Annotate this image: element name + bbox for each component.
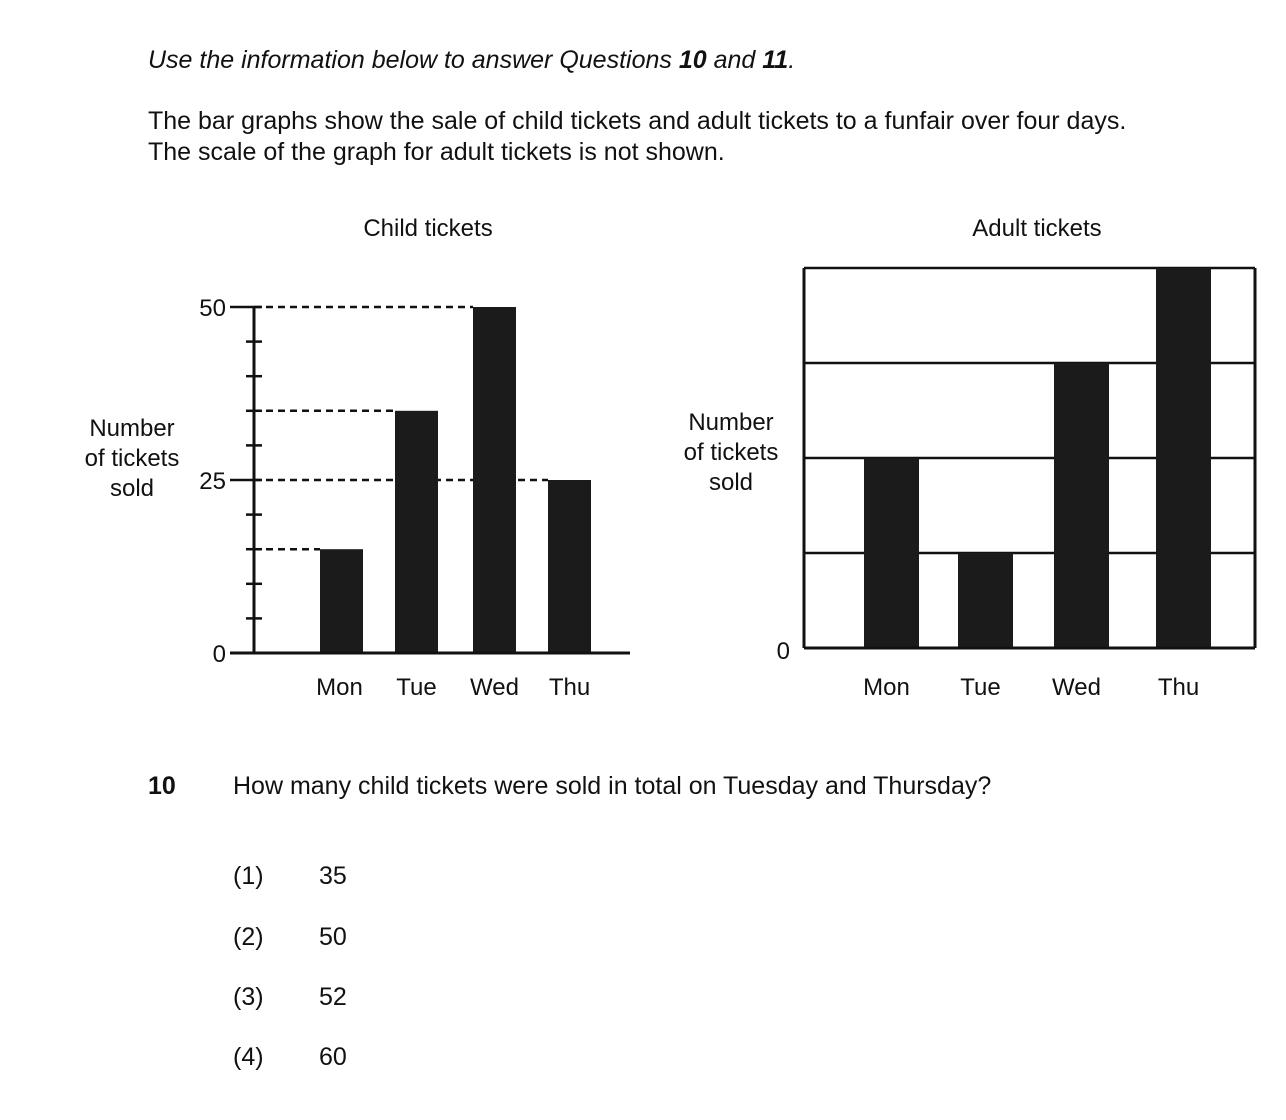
bar-child-wed — [473, 307, 516, 653]
description-line-1: The bar graphs show the sale of child ti… — [148, 107, 1127, 135]
bar-child-thu — [548, 480, 591, 653]
adult-y-axis-label: Number — [688, 409, 773, 436]
child-y-tick-label: 25 — [199, 468, 226, 495]
bar-child-tue — [395, 410, 438, 653]
child-x-tick-label: Wed — [470, 674, 519, 701]
intro-instruction: Use the information below to answer Ques… — [148, 46, 795, 75]
adult-chart-title: Adult tickets — [972, 215, 1101, 242]
adult-y-axis-label: sold — [709, 469, 753, 496]
child-y-tick-label: 50 — [199, 295, 226, 322]
child-x-tick-label: Thu — [549, 674, 590, 701]
answer-option[interactable]: (4) 60 — [233, 1043, 347, 1072]
intro-and: and — [706, 46, 763, 74]
intro-question-a: 10 — [678, 46, 707, 74]
charts-canvas: Child tickets Number of tickets sold 0 25 50 Mo… — [85, 215, 1257, 701]
answer-option[interactable]: (3) 52 — [233, 983, 347, 1012]
child-y-tick-label: 0 — [213, 641, 226, 668]
child-y-axis-label: sold — [110, 475, 154, 502]
option-label: (4) — [233, 1043, 264, 1071]
option-value: 50 — [319, 923, 347, 951]
child-chart-title: Child tickets — [363, 215, 492, 242]
child-x-tick-label: Mon — [316, 674, 363, 701]
child-y-axis-label: Number — [89, 415, 174, 442]
child-y-axis-label: of tickets — [85, 445, 180, 472]
bar-child-mon — [320, 549, 363, 653]
option-value: 52 — [319, 983, 347, 1011]
option-label: (2) — [233, 923, 264, 951]
option-value: 35 — [319, 862, 347, 890]
option-label: (3) — [233, 983, 264, 1011]
adult-x-tick-label: Tue — [960, 674, 1000, 701]
question-number: 10 — [148, 772, 176, 800]
bar-adult-mon — [864, 458, 919, 648]
adult-y-axis-label: of tickets — [684, 439, 779, 466]
bar-adult-tue — [958, 553, 1013, 648]
intro-question-b: 11 — [762, 46, 789, 74]
bar-adult-thu — [1156, 268, 1211, 648]
child-x-tick-label: Tue — [396, 674, 436, 701]
bar-adult-wed — [1054, 363, 1109, 648]
answer-option[interactable]: (1) 35 — [233, 862, 347, 891]
question-text: How many child tickets were sold in tota… — [233, 772, 992, 800]
adult-y-tick-label: 0 — [777, 638, 790, 665]
adult-x-tick-label: Mon — [863, 674, 910, 701]
option-value: 60 — [319, 1043, 347, 1071]
answer-option[interactable]: (2) 50 — [233, 923, 347, 952]
intro-suffix: . — [788, 46, 796, 74]
adult-x-tick-label: Thu — [1158, 674, 1199, 701]
description-line-2: The scale of the graph for adult tickets… — [148, 138, 725, 166]
option-label: (1) — [233, 862, 264, 890]
adult-x-tick-label: Wed — [1052, 674, 1101, 701]
intro-prefix: Use the information below to answer Ques… — [148, 46, 679, 74]
